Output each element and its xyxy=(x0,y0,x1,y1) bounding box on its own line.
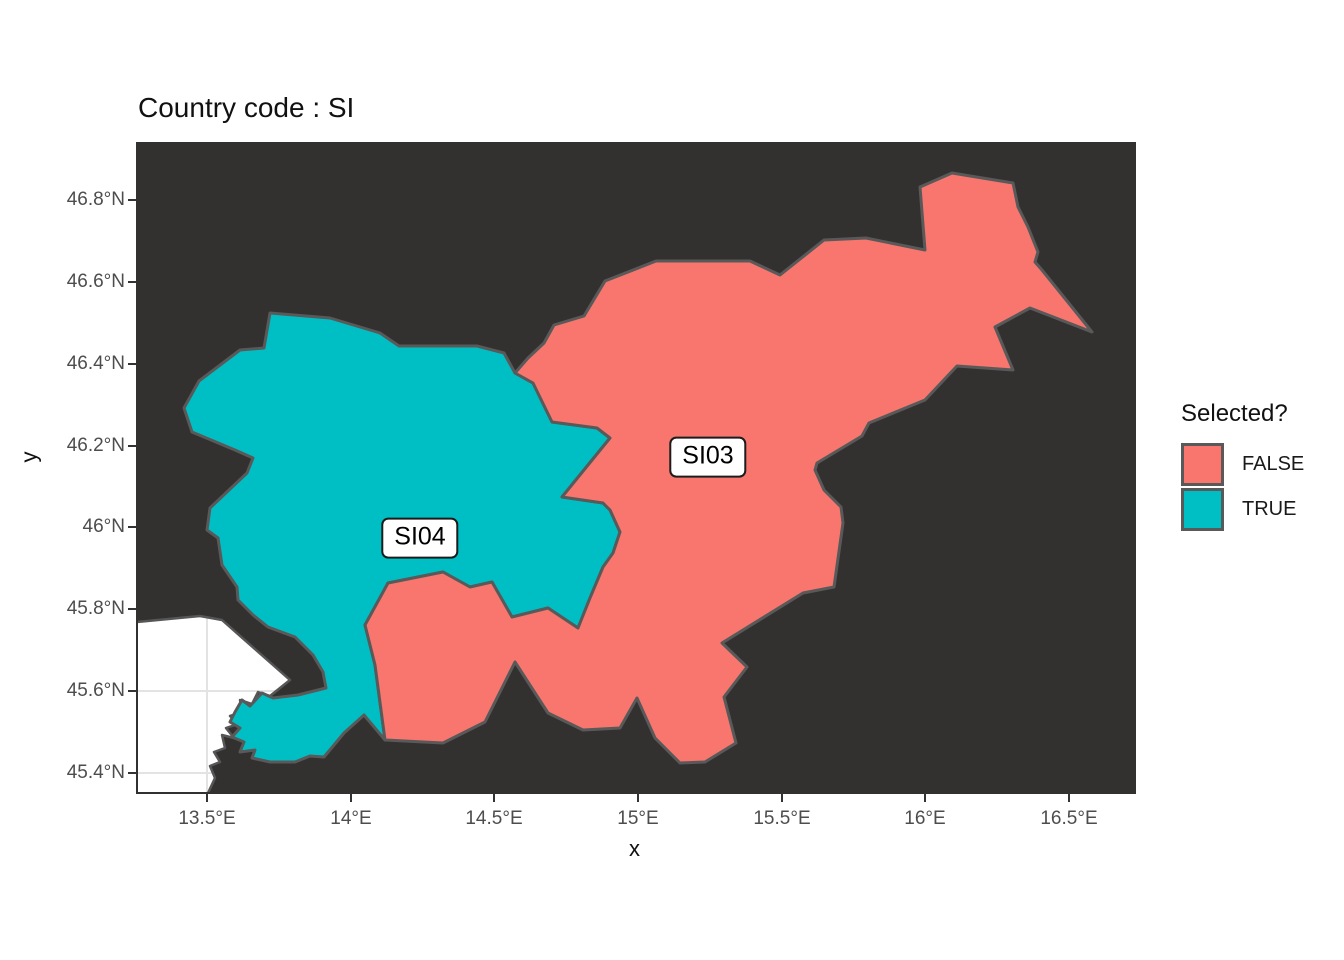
x-tick-label: 14.5°E xyxy=(465,808,523,829)
y-tick-label: 46.2°N xyxy=(66,435,125,456)
y-tick-label: 46°N xyxy=(82,516,125,537)
y-tick-label: 45.4°N xyxy=(66,762,125,783)
y-tick-label: 45.8°N xyxy=(66,598,125,619)
y-tick-label: 46.8°N xyxy=(66,189,125,210)
x-axis-title: x xyxy=(629,836,640,861)
x-tick-label: 15.5°E xyxy=(753,808,811,829)
plot-title: Country code : SI xyxy=(138,92,355,123)
y-tick-label: 45.6°N xyxy=(66,680,125,701)
x-tick-label: 13.5°E xyxy=(178,808,236,829)
legend: Selected? FALSE TRUE xyxy=(1181,400,1304,532)
y-axis-title: y xyxy=(16,451,42,463)
region-label-si03: SI03 xyxy=(669,436,747,478)
sea-area xyxy=(137,616,290,793)
x-tick-label: 16.5°E xyxy=(1040,808,1098,829)
panel-border xyxy=(136,142,1136,794)
x-tick-label: 15°E xyxy=(617,808,659,829)
legend-label: FALSE xyxy=(1242,453,1305,475)
legend-label: TRUE xyxy=(1242,498,1297,520)
x-tick-label: 16°E xyxy=(904,808,946,829)
legend-swatch-false xyxy=(1181,443,1224,486)
legend-swatch-true xyxy=(1181,488,1224,531)
y-tick-label: 46.6°N xyxy=(66,271,125,292)
legend-title: Selected? xyxy=(1181,400,1288,427)
y-tick-label: 46.4°N xyxy=(66,353,125,374)
legend-items: FALSE TRUE xyxy=(1181,442,1304,532)
legend-item-false: FALSE xyxy=(1181,442,1304,487)
region-label-si04: SI04 xyxy=(381,517,459,559)
x-tick-label: 14°E xyxy=(330,808,372,829)
legend-item-true: TRUE xyxy=(1181,487,1304,532)
